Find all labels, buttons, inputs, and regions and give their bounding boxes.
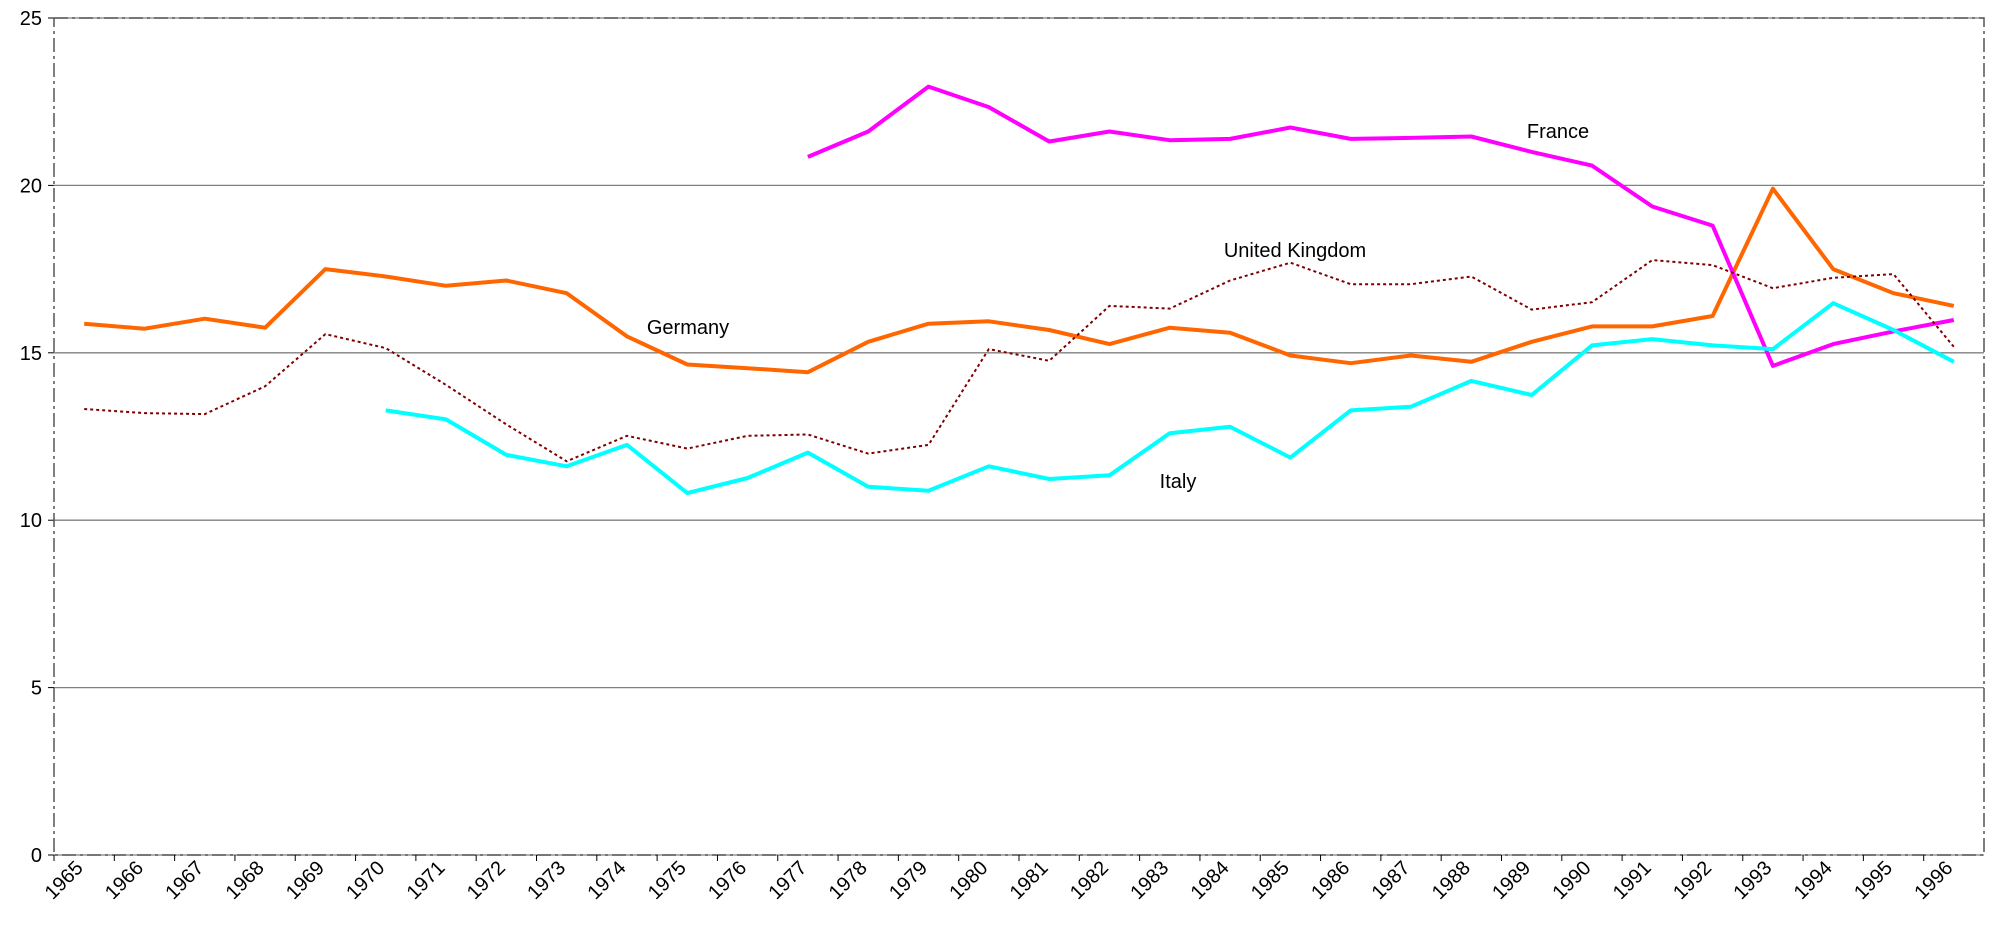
x-tick-label: 1990 bbox=[1548, 857, 1595, 904]
series-label: France bbox=[1527, 121, 1589, 143]
y-tick-label: 15 bbox=[20, 343, 42, 365]
y-tick-label: 5 bbox=[31, 678, 42, 700]
x-tick-label: 1986 bbox=[1307, 857, 1354, 904]
x-tick-label: 1995 bbox=[1850, 857, 1897, 904]
x-tick-label: 1973 bbox=[523, 857, 570, 904]
x-tick-label: 1993 bbox=[1729, 857, 1776, 904]
x-tick-label: 1987 bbox=[1368, 857, 1415, 904]
x-tick-label: 1969 bbox=[282, 857, 329, 904]
x-tick-label: 1971 bbox=[403, 857, 450, 904]
x-tick-label: 1989 bbox=[1488, 857, 1535, 904]
x-tick-label: 1970 bbox=[342, 857, 389, 904]
x-tick-label: 1979 bbox=[885, 857, 932, 904]
x-tick-label: 1968 bbox=[222, 857, 269, 904]
series-label: United Kingdom bbox=[1224, 240, 1366, 262]
x-tick-label: 1980 bbox=[945, 857, 992, 904]
x-tick-label: 1988 bbox=[1428, 857, 1475, 904]
x-tick-label: 1965 bbox=[41, 857, 88, 904]
series-label: Italy bbox=[1160, 471, 1197, 493]
x-tick-label: 1994 bbox=[1790, 857, 1837, 904]
x-tick-label: 1978 bbox=[825, 857, 872, 904]
y-tick-label: 0 bbox=[31, 845, 42, 867]
x-tick-label: 1982 bbox=[1066, 857, 1113, 904]
x-tick-label: 1976 bbox=[704, 857, 751, 904]
plot-frame bbox=[53, 17, 1985, 856]
series-label: Germany bbox=[647, 317, 729, 339]
x-tick-label: 1996 bbox=[1910, 857, 1957, 904]
x-tick-label: 1981 bbox=[1006, 857, 1053, 904]
series-line bbox=[385, 301, 1955, 496]
x-tick-label: 1983 bbox=[1126, 857, 1173, 904]
series-line bbox=[84, 186, 1955, 375]
x-tick-label: 1992 bbox=[1669, 857, 1716, 904]
x-tick-label: 1972 bbox=[463, 857, 510, 904]
x-tick-label: 1975 bbox=[644, 857, 691, 904]
x-tick-label: 1974 bbox=[583, 857, 630, 904]
series-line bbox=[807, 84, 1955, 368]
x-tick-label: 1991 bbox=[1609, 857, 1656, 904]
x-tick-label: 1984 bbox=[1187, 857, 1234, 904]
y-tick-label: 25 bbox=[20, 8, 42, 30]
y-tick-label: 20 bbox=[20, 175, 42, 197]
series-line bbox=[84, 259, 1955, 463]
x-tick-label: 1966 bbox=[101, 857, 148, 904]
x-tick-label: 1967 bbox=[161, 857, 208, 904]
y-tick-label: 10 bbox=[20, 510, 42, 532]
x-tick-label: 1977 bbox=[764, 857, 811, 904]
x-tick-label: 1985 bbox=[1247, 857, 1294, 904]
